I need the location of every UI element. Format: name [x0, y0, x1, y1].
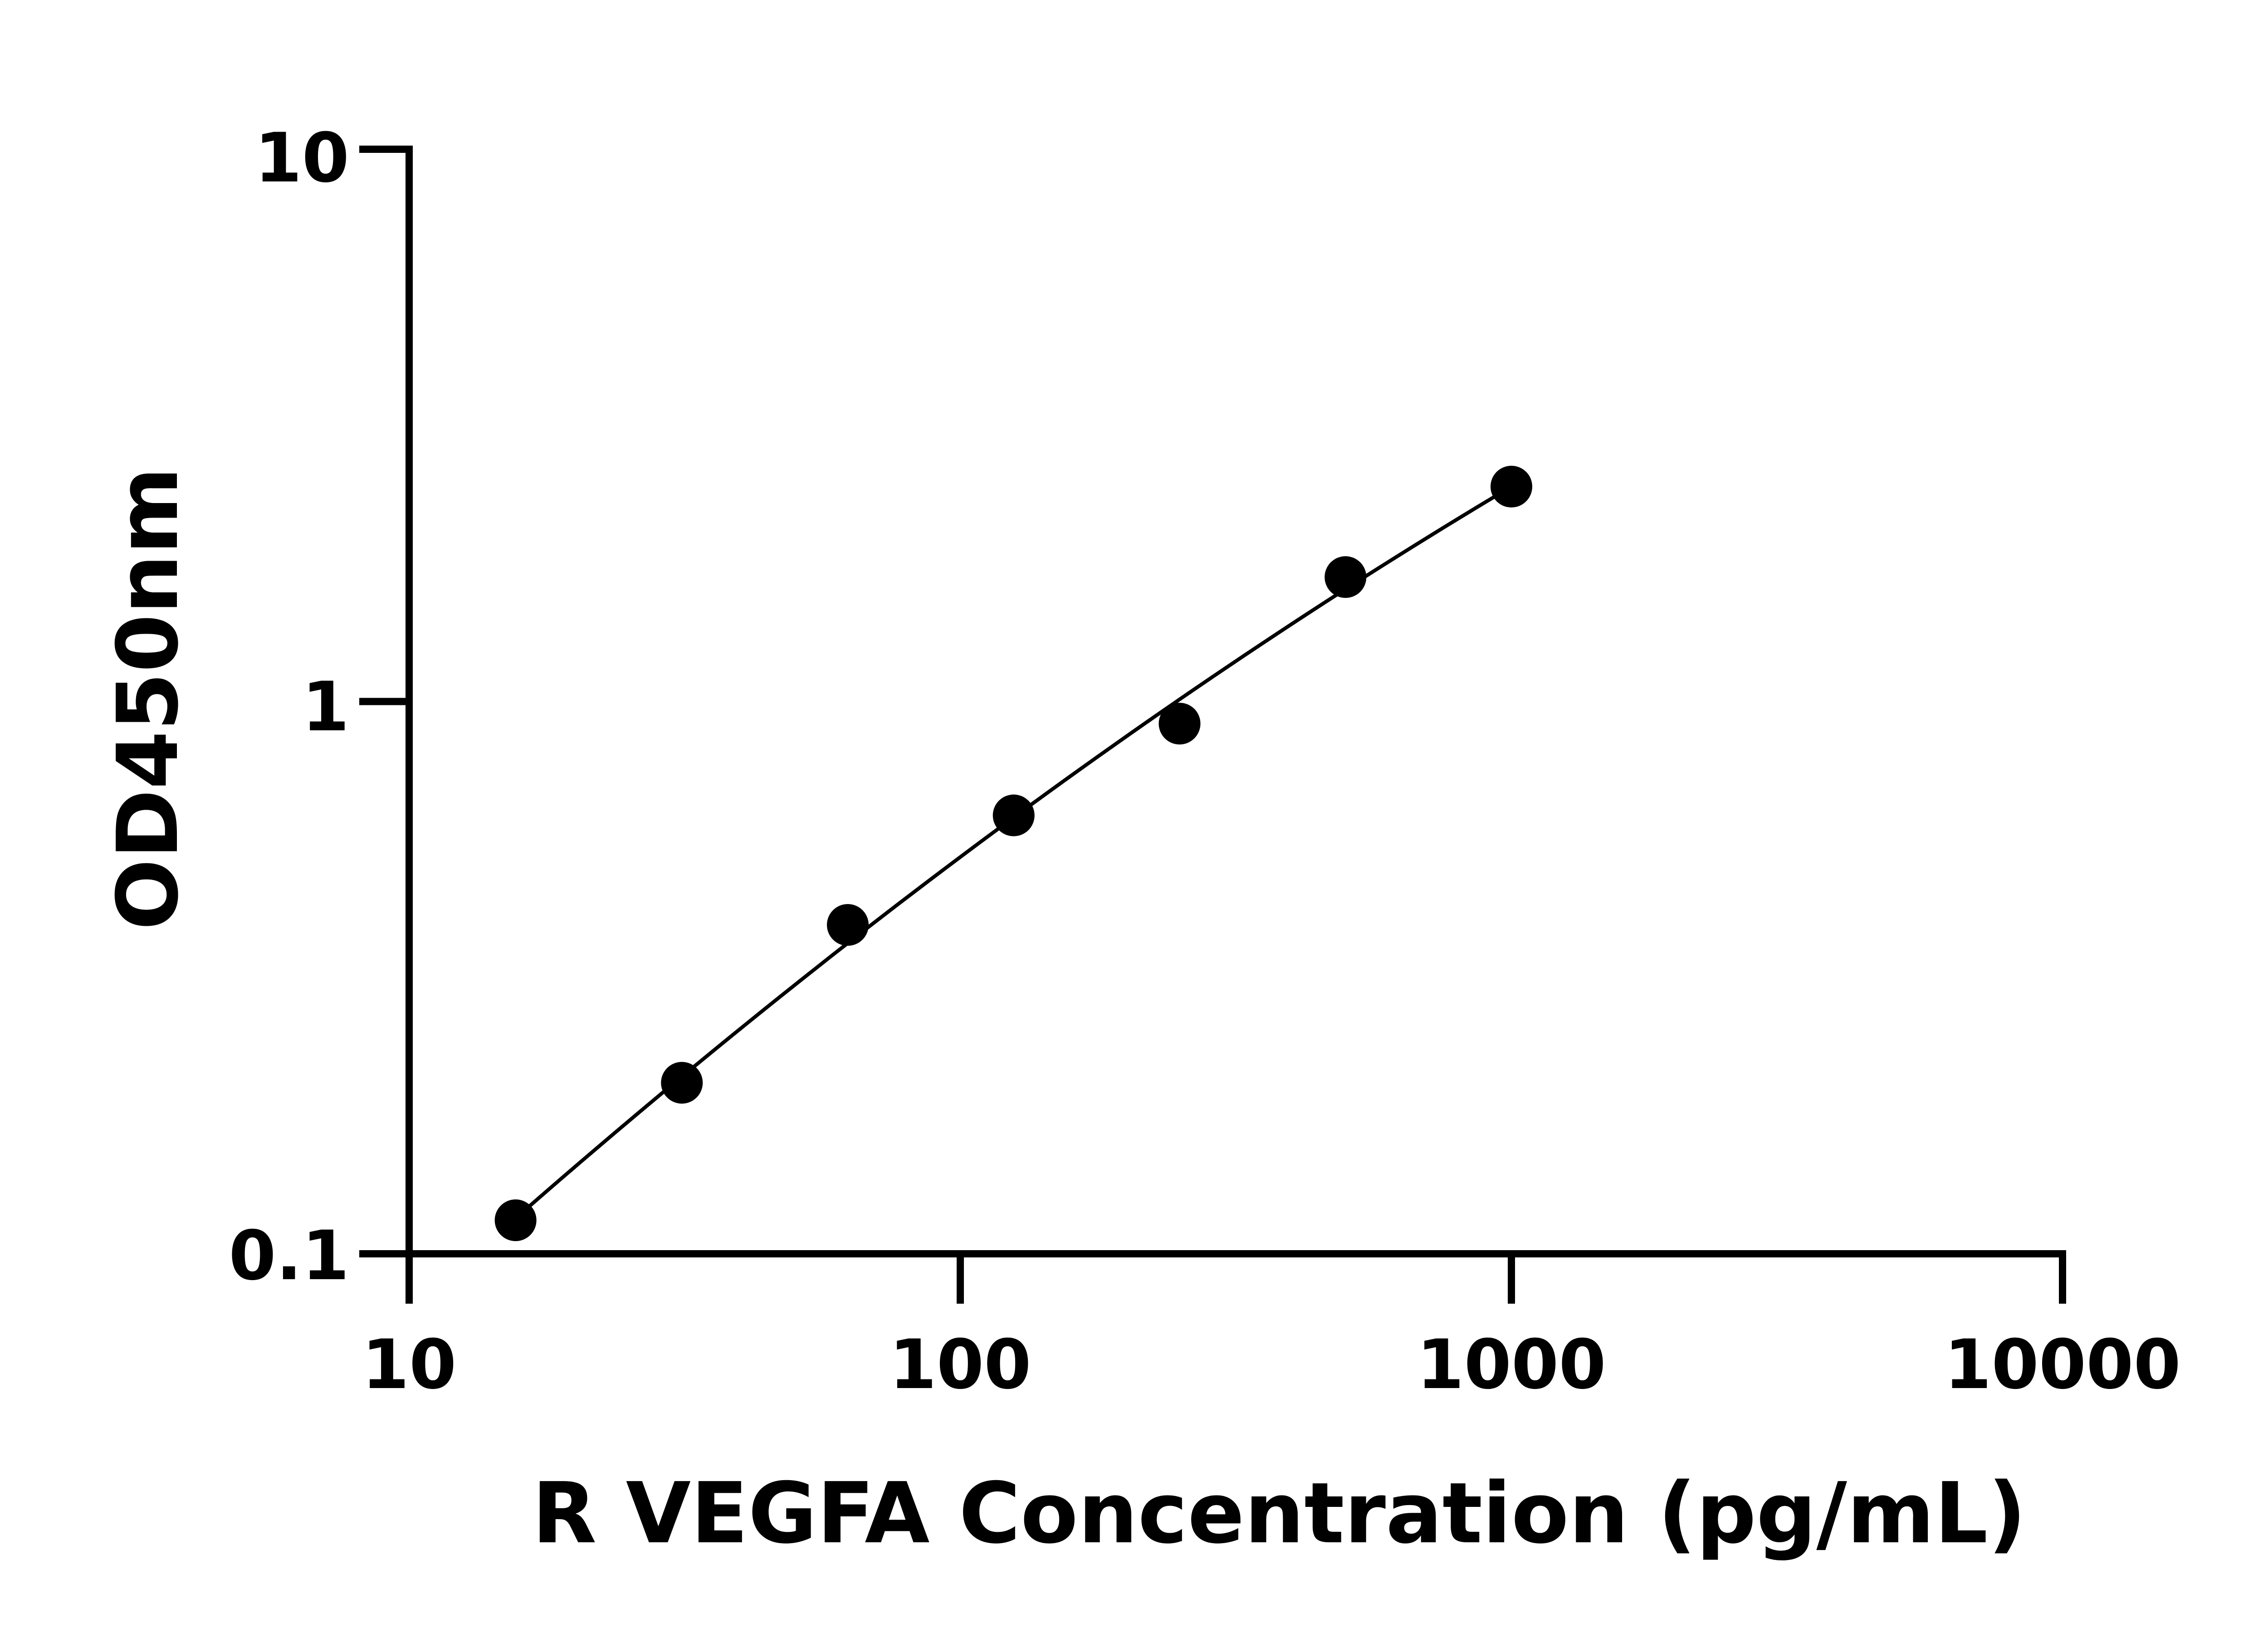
- data-marks: [494, 465, 1532, 1242]
- data-point: [992, 794, 1035, 836]
- y-tick-label: 0.1: [229, 1217, 349, 1296]
- fit-curve: [514, 485, 1513, 1220]
- x-tick-label: 100: [889, 1325, 1031, 1404]
- x-tick-label: 1000: [1417, 1325, 1606, 1404]
- data-point: [494, 1199, 537, 1242]
- tick-labels: 10 100 1000 10000 0.1 1 10: [229, 119, 2181, 1404]
- data-point: [1158, 703, 1201, 745]
- x-tick-label: 10000: [1944, 1325, 2181, 1404]
- x-tick-label: 10: [362, 1325, 457, 1404]
- data-point: [826, 904, 869, 946]
- y-axis-label: OD450nm: [99, 467, 197, 930]
- axes: [359, 146, 2066, 1304]
- data-point: [1491, 465, 1532, 508]
- y-tick-label: 10: [254, 119, 349, 198]
- y-tick-label: 1: [302, 668, 349, 747]
- data-point: [661, 1062, 703, 1104]
- x-axis-label: R VEGFA Concentration (pg/mL): [532, 1464, 2026, 1562]
- data-point: [1325, 556, 1367, 598]
